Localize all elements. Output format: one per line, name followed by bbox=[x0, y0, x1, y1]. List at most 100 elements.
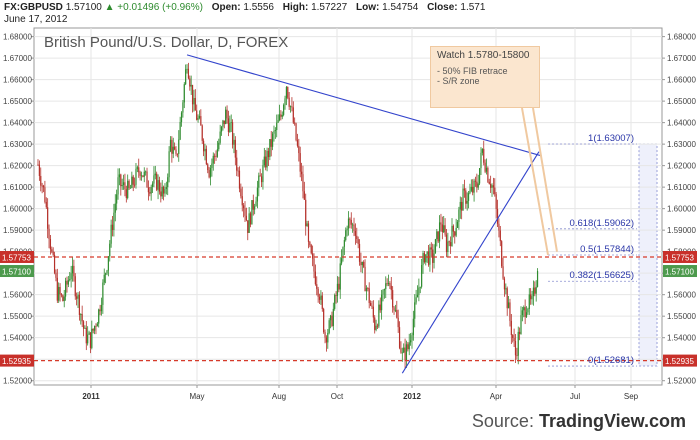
candle-body bbox=[466, 200, 468, 204]
candle-body bbox=[248, 213, 250, 233]
candle-body bbox=[41, 185, 43, 187]
candle-body bbox=[45, 201, 47, 208]
y-tick-label-left: 1.59000 bbox=[3, 226, 32, 235]
y-tick-label-left: 1.52000 bbox=[3, 377, 32, 386]
candle-body bbox=[341, 258, 343, 264]
candle-body bbox=[421, 265, 423, 287]
last-price: 1.57100 bbox=[65, 2, 102, 13]
candle-body bbox=[445, 234, 448, 253]
candle-body bbox=[443, 225, 445, 233]
candle-body bbox=[461, 201, 463, 211]
candle-body bbox=[321, 295, 323, 309]
candle-body bbox=[266, 150, 268, 168]
candle-body bbox=[183, 84, 185, 103]
candle-body bbox=[49, 239, 52, 250]
candle-body bbox=[360, 261, 362, 266]
candle-body bbox=[523, 307, 525, 311]
candle-body bbox=[379, 304, 381, 311]
candle-body bbox=[161, 186, 163, 197]
annotation-note[interactable]: Watch 1.5780-15800 - 50% FIB retrace - S… bbox=[430, 46, 540, 108]
candle-body bbox=[302, 174, 304, 192]
candle-body bbox=[274, 130, 276, 132]
candle-body bbox=[107, 256, 109, 271]
candle-body bbox=[491, 185, 493, 188]
candle-body bbox=[289, 106, 292, 108]
candle-body bbox=[414, 302, 416, 319]
candle-body bbox=[284, 98, 286, 106]
candle-body bbox=[185, 69, 187, 85]
candle-body bbox=[99, 309, 101, 312]
candle-body bbox=[259, 175, 261, 177]
candle-body bbox=[314, 271, 316, 285]
x-tick-label: Oct bbox=[331, 392, 344, 401]
y-tick-label-right: 1.63000 bbox=[667, 140, 696, 149]
candle-body bbox=[171, 139, 173, 154]
candle-body bbox=[40, 175, 42, 186]
candle-body bbox=[237, 170, 239, 172]
candle-body bbox=[220, 126, 223, 132]
candle-body bbox=[469, 190, 471, 194]
candle-body bbox=[375, 325, 377, 330]
candle-body bbox=[365, 288, 368, 292]
candle-body bbox=[317, 288, 319, 297]
candle-body bbox=[405, 344, 408, 361]
candle-body bbox=[125, 189, 127, 198]
candle-body bbox=[207, 164, 209, 171]
candle-body bbox=[521, 310, 523, 316]
candle-body bbox=[180, 112, 183, 123]
candle-body bbox=[305, 199, 307, 227]
candle-body bbox=[488, 181, 490, 185]
candle-body bbox=[532, 287, 535, 297]
candle-body bbox=[42, 185, 45, 188]
candle-body bbox=[146, 171, 148, 188]
candle-body bbox=[513, 337, 515, 341]
candle-body bbox=[346, 228, 348, 231]
x-tick-label: Sep bbox=[624, 392, 639, 401]
candle-body bbox=[440, 222, 442, 225]
candle-body bbox=[71, 265, 74, 274]
candle-body bbox=[323, 308, 325, 333]
candle-body bbox=[303, 191, 305, 200]
candle-body bbox=[295, 123, 297, 141]
candle-body bbox=[477, 183, 479, 188]
candle-body bbox=[338, 283, 340, 290]
candle-body bbox=[374, 317, 376, 330]
candle-body bbox=[272, 133, 274, 147]
candle-body bbox=[356, 235, 358, 240]
candle-body bbox=[140, 175, 143, 177]
candle-body bbox=[458, 209, 460, 222]
candle-body bbox=[347, 218, 350, 229]
candle-body bbox=[67, 280, 69, 285]
candle-body bbox=[211, 163, 213, 169]
candle-body bbox=[231, 122, 234, 145]
annotation-pointer bbox=[521, 107, 549, 256]
candle-body bbox=[149, 192, 151, 194]
candle-body bbox=[397, 317, 399, 328]
x-tick-label: May bbox=[189, 392, 204, 401]
price-tag-right: 1.57753 bbox=[665, 253, 694, 262]
candle-body bbox=[419, 286, 421, 288]
candle-body bbox=[496, 208, 499, 224]
candle-body bbox=[483, 148, 485, 163]
candle-body bbox=[252, 200, 254, 210]
candle-body bbox=[427, 251, 430, 265]
candle-body bbox=[342, 246, 344, 259]
candle-body bbox=[278, 114, 281, 121]
x-tick-label: 2012 bbox=[403, 392, 421, 401]
candle-body bbox=[219, 131, 221, 143]
price-tag-right-bg bbox=[663, 354, 697, 367]
candle-body bbox=[121, 185, 123, 187]
candle-body bbox=[387, 283, 390, 284]
y-tick-label-left: 1.64000 bbox=[3, 119, 32, 128]
price-tag-left: 1.52935 bbox=[2, 357, 31, 366]
candle-body bbox=[73, 265, 75, 277]
y-tick-label-left: 1.54000 bbox=[3, 334, 32, 343]
candle-body bbox=[234, 139, 236, 158]
candle-body bbox=[376, 325, 379, 327]
candle-body bbox=[118, 174, 121, 178]
y-tick-label-left: 1.60000 bbox=[3, 205, 32, 214]
candle-body bbox=[80, 314, 82, 315]
candle-body bbox=[255, 201, 257, 207]
y-tick-label-right: 1.59000 bbox=[667, 226, 696, 235]
